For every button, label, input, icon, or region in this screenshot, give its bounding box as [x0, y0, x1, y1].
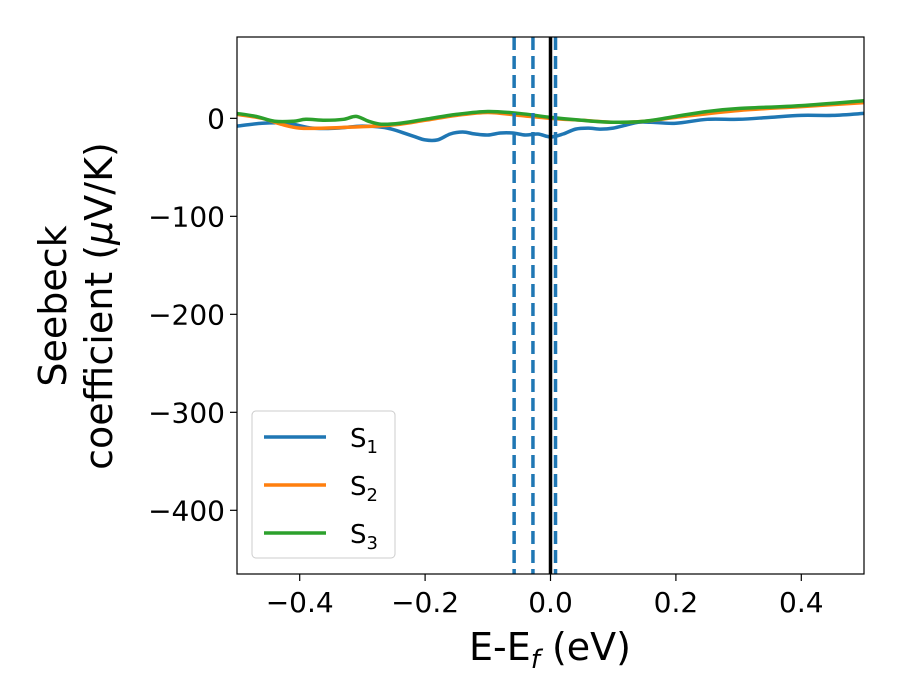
y-tick-label: −300: [148, 396, 225, 429]
y-axis-label-line1: Seebeck: [31, 225, 75, 386]
y-tick-label: −100: [148, 200, 225, 233]
y-axis-label: Seebeck coefficient (μV/K): [31, 142, 121, 470]
y-axis-label-line2: coefficient (μV/K): [77, 142, 121, 470]
y-tick-label: 0: [207, 102, 225, 135]
x-tick-label: 0.0: [528, 586, 573, 619]
y-axis-label-line2-pre: coefficient (: [77, 245, 121, 470]
y-tick-label: −200: [148, 298, 225, 331]
legend-label-s3: S3: [350, 520, 378, 554]
series-line-s3: [237, 98, 864, 127]
x-tick-label: 0.2: [654, 586, 699, 619]
x-axis-label-main: E-E: [469, 625, 531, 669]
x-tick-label: 0.4: [779, 586, 824, 619]
y-axis-label-mu: μ: [77, 221, 121, 246]
y-axis-label-line2-post: V/K): [77, 142, 121, 221]
x-tick-label: −0.2: [391, 586, 459, 619]
y-axis-ticks: 0 −100 −200 −300 −400: [148, 102, 237, 527]
vline-layer: [512, 37, 558, 574]
x-axis-label: E-Ef (eV): [469, 625, 631, 675]
legend-label-s2: S2: [350, 472, 378, 506]
legend-label-s1: S1: [350, 424, 378, 458]
x-axis-label-unit: (eV): [540, 625, 631, 669]
x-tick-label: −0.4: [266, 586, 334, 619]
x-axis-ticks: −0.4 −0.2 0.0 0.2 0.4: [266, 574, 824, 619]
y-tick-label: −400: [148, 494, 225, 527]
legend: S1 S2 S3: [251, 410, 396, 559]
